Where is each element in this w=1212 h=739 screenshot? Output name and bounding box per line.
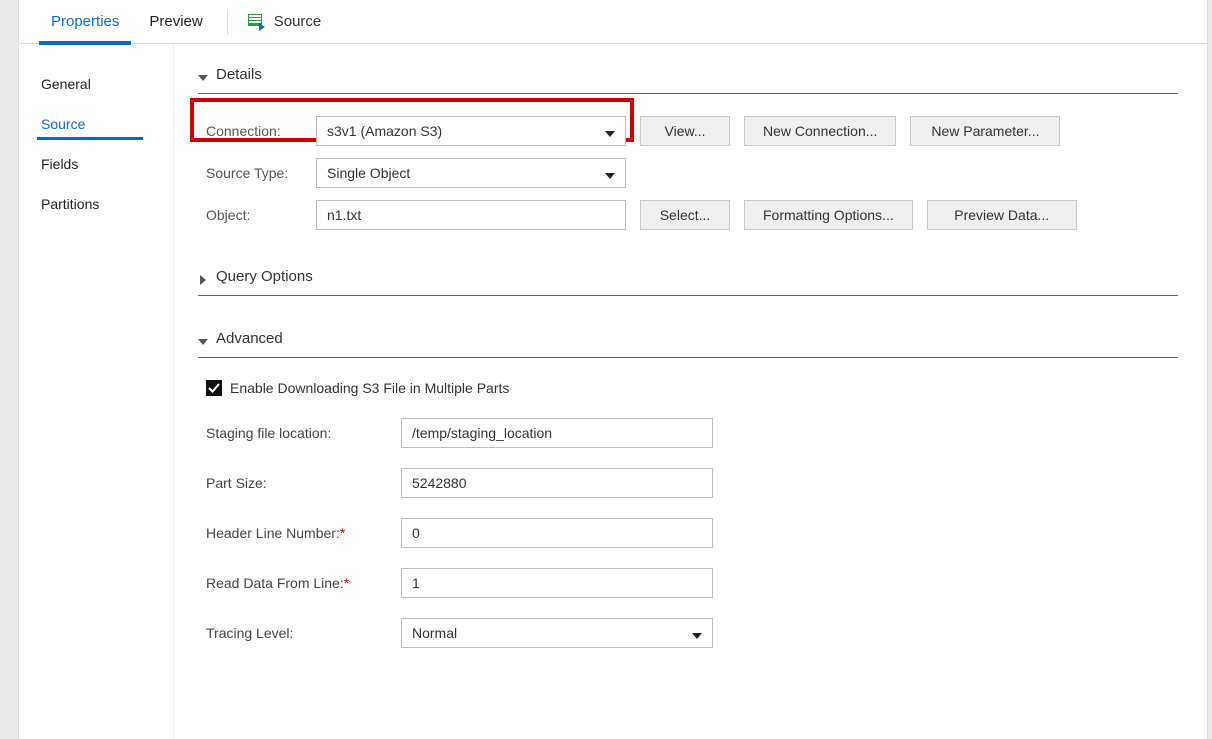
source-type-label: Source Type: [206,165,316,181]
left-sidebar: General Source Fields Partitions [19,44,174,739]
row-part-size: Part Size: [206,468,1207,498]
view-button[interactable]: View... [640,116,730,146]
section-advanced-title: Advanced [216,330,283,347]
section-details-body: Connection: s3v1 (Amazon S3) View... New… [198,94,1207,252]
row-read-from: Read Data From Line:* [206,568,1207,598]
tab-preview[interactable]: Preview [137,0,214,44]
tracing-value: Normal [412,625,457,641]
tab-properties[interactable]: Properties [39,0,131,44]
config-panel: Properties Preview Source General Source… [18,0,1208,739]
section-advanced: Advanced Enable Downloading S3 File in M… [198,324,1207,678]
section-details: Details Connection: s3v1 (Amazon S3) Vie… [198,60,1207,252]
caret-down-icon [605,168,615,178]
staging-label: Staging file location: [206,425,401,441]
new-connection-button[interactable]: New Connection... [744,116,896,146]
tab-source-label: Source [274,13,322,30]
connection-value: s3v1 (Amazon S3) [327,123,442,139]
caret-down-icon [605,126,615,136]
chevron-down-icon [198,70,208,80]
chevron-down-icon [198,334,208,344]
section-advanced-head[interactable]: Advanced [198,324,1178,358]
row-staging: Staging file location: [206,418,1207,448]
section-query-head[interactable]: Query Options [198,262,1178,296]
connection-select[interactable]: s3v1 (Amazon S3) [316,116,626,146]
row-header-line: Header Line Number:* [206,518,1207,548]
header-line-input[interactable] [401,518,713,548]
part-size-label: Part Size: [206,475,401,491]
tab-separator [227,9,228,35]
row-source-type: Source Type: Single Object [206,158,1207,188]
enable-multipart-checkbox[interactable] [206,380,222,396]
header-line-label: Header Line Number:* [206,525,401,541]
formatting-options-button[interactable]: Formatting Options... [744,200,913,230]
source-type-value: Single Object [327,165,410,181]
sidebar-item-general[interactable]: General [19,64,173,104]
object-input[interactable] [316,200,626,230]
section-query-title: Query Options [216,268,313,285]
tracing-label: Tracing Level: [206,625,401,641]
read-from-input[interactable] [401,568,713,598]
main-content: Details Connection: s3v1 (Amazon S3) Vie… [174,44,1207,739]
section-details-head[interactable]: Details [198,60,1178,94]
sidebar-item-partitions[interactable]: Partitions [19,184,173,224]
section-details-title: Details [216,66,262,83]
object-label: Object: [206,207,316,223]
sidebar-item-source[interactable]: Source [19,104,173,144]
preview-data-button[interactable]: Preview Data... [927,200,1077,230]
section-query-options: Query Options [198,262,1207,296]
row-object: Object: Select... Formatting Options... … [206,200,1207,230]
source-type-select[interactable]: Single Object [316,158,626,188]
read-from-label: Read Data From Line:* [206,575,401,591]
top-tabbar: Properties Preview Source [19,0,1207,44]
chevron-right-icon [198,272,208,282]
new-parameter-button[interactable]: New Parameter... [910,116,1060,146]
row-connection: Connection: s3v1 (Amazon S3) View... New… [206,116,1207,146]
sidebar-item-fields[interactable]: Fields [19,144,173,184]
body: General Source Fields Partitions Details [19,44,1207,739]
table-icon [248,13,266,31]
tracing-select[interactable]: Normal [401,618,713,648]
row-enable-multipart: Enable Downloading S3 File in Multiple P… [206,380,1207,396]
part-size-input[interactable] [401,468,713,498]
section-advanced-body: Enable Downloading S3 File in Multiple P… [198,358,1207,678]
tab-source[interactable]: Source [238,0,332,44]
caret-down-icon [692,628,702,638]
row-tracing: Tracing Level: Normal [206,618,1207,648]
connection-label: Connection: [206,123,316,139]
enable-multipart-label: Enable Downloading S3 File in Multiple P… [230,380,509,396]
select-button[interactable]: Select... [640,200,730,230]
staging-input[interactable] [401,418,713,448]
